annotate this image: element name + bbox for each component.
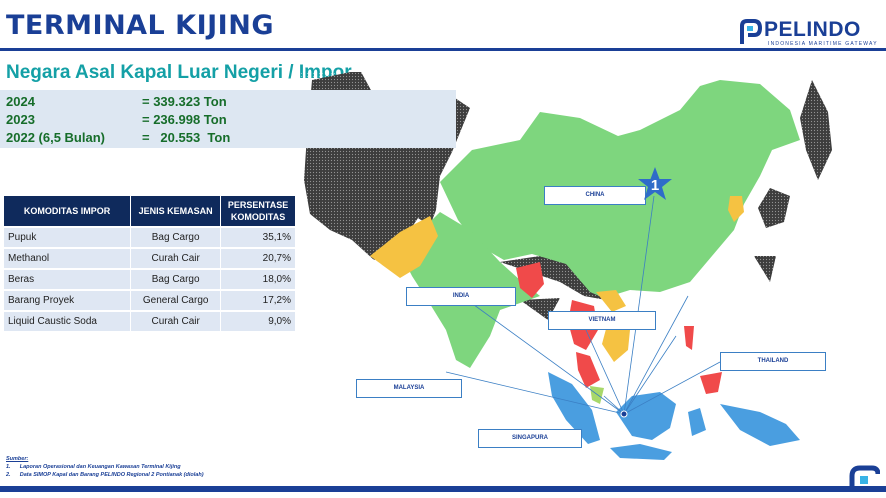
sources-note: Sumber: 1. Laporan Operasional dan Keuan… <box>6 455 204 479</box>
section-subtitle: Negara Asal Kapal Luar Negeri / Impor <box>6 62 352 83</box>
pelindo-corner-icon <box>849 465 880 492</box>
malaysia-peninsula-shape <box>576 352 600 388</box>
myanmar-shape <box>516 262 544 298</box>
label-singapura: SINGAPURA <box>478 429 582 448</box>
yellow-country-shape <box>370 216 438 278</box>
table-row: Barang Proyek General Cargo 17,2% <box>4 291 296 310</box>
table-cell: Curah Cair <box>131 312 222 331</box>
label-china: CHINA <box>544 186 646 205</box>
table-cell: 9,0% <box>221 312 296 331</box>
rank-star-icon: 1 <box>638 167 672 200</box>
label-vietnam: VIETNAM <box>548 311 656 330</box>
table-row: Pupuk Bag Cargo 35,1% <box>4 228 296 247</box>
label-malaysia: MALAYSIA <box>356 379 462 398</box>
singapore-shape <box>590 386 604 404</box>
stat-row: 2024 = 339.323 Ton <box>6 94 227 109</box>
table-cell: Pupuk <box>4 228 132 247</box>
logo-tagline: INDONESIA MARITIME GATEWAY <box>768 41 878 47</box>
route-lines <box>445 195 721 415</box>
stat-row: 2022 (6,5 Bulan) = 20.553 Ton <box>6 130 231 145</box>
label-india: INDIA <box>406 287 516 306</box>
korea-shape <box>728 196 744 222</box>
table-cell: 35,1% <box>221 228 296 247</box>
tonnage-summary: 2024 = 339.323 Ton 2023 = 236.998 Ton 2022… <box>0 90 456 148</box>
sources-heading: Sumber: <box>6 456 29 462</box>
table-row: Liquid Caustic Soda Curah Cair 9,0% <box>4 312 296 331</box>
table-cell: Liquid Caustic Soda <box>4 312 132 331</box>
label-thailand: THAILAND <box>720 352 826 371</box>
table-cell: 17,2% <box>221 291 296 310</box>
logo-name: PELINDO <box>764 18 861 41</box>
table-cell: General Cargo <box>131 291 222 310</box>
table-header: KOMODITAS IMPOR <box>4 196 132 226</box>
laos-shape <box>596 290 626 312</box>
table-cell: Barang Proyek <box>4 291 132 310</box>
footer-bar <box>0 486 886 492</box>
terminal-kijing-marker <box>620 410 628 418</box>
table-cell: 20,7% <box>221 249 296 268</box>
table-header: PERSENTASE KOMODITAS <box>221 196 296 226</box>
table-row: Methanol Curah Cair 20,7% <box>4 249 296 268</box>
philippines-shape <box>684 326 722 394</box>
table-cell: Curah Cair <box>131 249 222 268</box>
rank-number: 1 <box>651 177 659 194</box>
stat-row: 2023 = 236.998 Ton <box>6 112 227 127</box>
table-header: JENIS KEMASAN <box>131 196 222 226</box>
source-item: 2. Data SIMOP Kapal dan Barang PELINDO R… <box>6 472 204 478</box>
table-cell: Bag Cargo <box>131 270 222 289</box>
page-title: TERMINAL KIJING <box>6 10 274 41</box>
table-cell: 18,0% <box>221 270 296 289</box>
table-cell: Methanol <box>4 249 132 268</box>
table-cell: Beras <box>4 270 132 289</box>
indonesia-shape <box>548 372 800 460</box>
header-divider <box>0 48 886 51</box>
table-row: Beras Bag Cargo 18,0% <box>4 270 296 289</box>
pelindo-logo-icon <box>740 19 762 44</box>
source-item: 1. Laporan Operasional dan Keuangan Kawa… <box>6 464 181 470</box>
commodity-table: KOMODITAS IMPOR JENIS KEMASAN PERSENTASE… <box>4 194 296 333</box>
table-cell: Bag Cargo <box>131 228 222 247</box>
